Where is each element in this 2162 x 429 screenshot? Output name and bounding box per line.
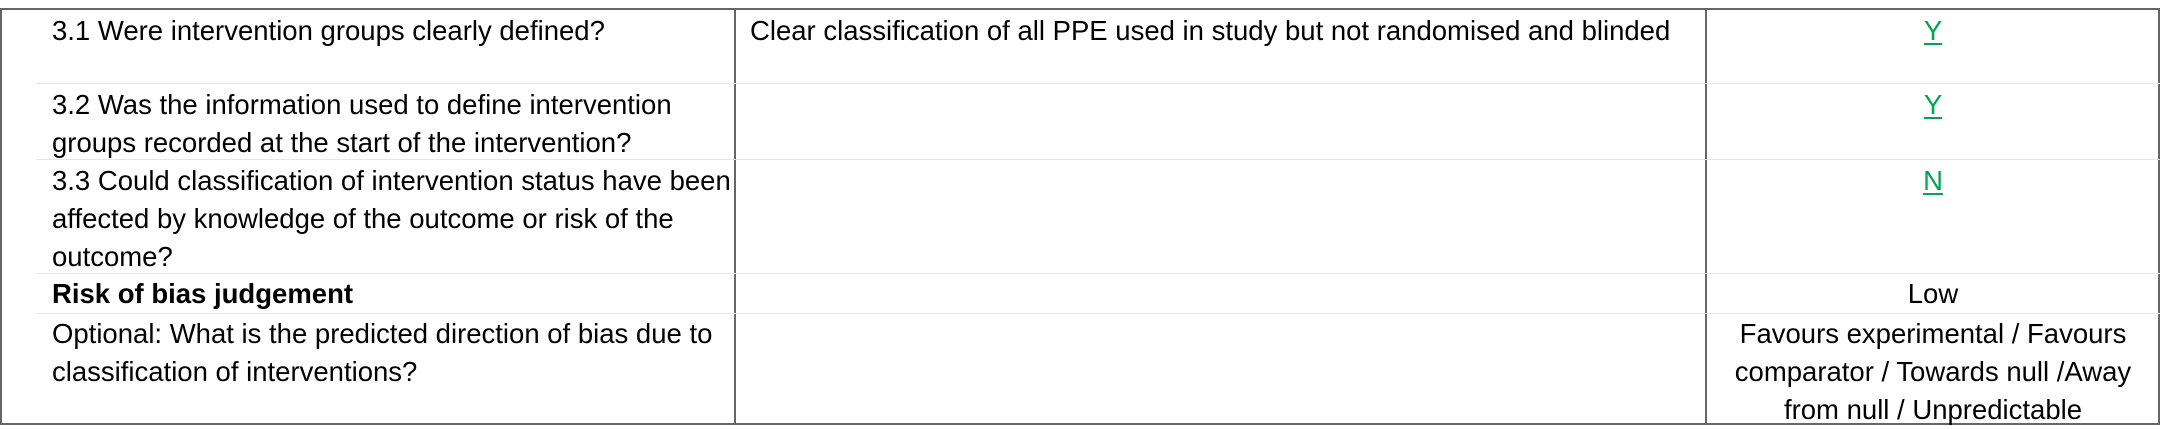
table-row: Optional: What is the predicted directio… (36, 314, 2160, 425)
answer-link-n[interactable]: N (1923, 165, 1943, 196)
comment-cell: Clear classification of all PPE used in … (750, 15, 1671, 46)
question-cell: 3.2 Was the information used to define i… (52, 89, 672, 158)
column-divider (1705, 8, 1707, 425)
row-separator (36, 273, 2160, 274)
table-row: Risk of bias judgement Low (36, 274, 2160, 314)
row-separator (36, 159, 2160, 160)
bias-direction-options: Favours experimental / Favours comparato… (1734, 318, 2132, 425)
answer-cell: Y (1708, 86, 2158, 124)
question-cell: Optional: What is the predicted directio… (52, 318, 713, 387)
table-row: 3.3 Could classification of intervention… (36, 160, 2160, 274)
answer-link-y[interactable]: Y (1923, 15, 1943, 46)
column-divider (734, 8, 736, 425)
row-separator (36, 83, 2160, 84)
answer-cell: Y (1708, 12, 2158, 50)
question-cell: 3.1 Were intervention groups clearly def… (52, 15, 605, 46)
row-separator (36, 313, 2160, 314)
table-row: 3.1 Were intervention groups clearly def… (36, 8, 2160, 84)
risk-of-bias-judgement-value: Low (1907, 278, 1959, 309)
question-cell: 3.3 Could classification of intervention… (52, 165, 731, 272)
answer-cell: N (1708, 162, 2158, 200)
answer-link-y[interactable]: Y (1923, 89, 1943, 120)
risk-of-bias-judgement-label: Risk of bias judgement (52, 278, 354, 309)
table-row: 3.2 Was the information used to define i… (36, 84, 2160, 160)
table-frame (0, 8, 2160, 425)
